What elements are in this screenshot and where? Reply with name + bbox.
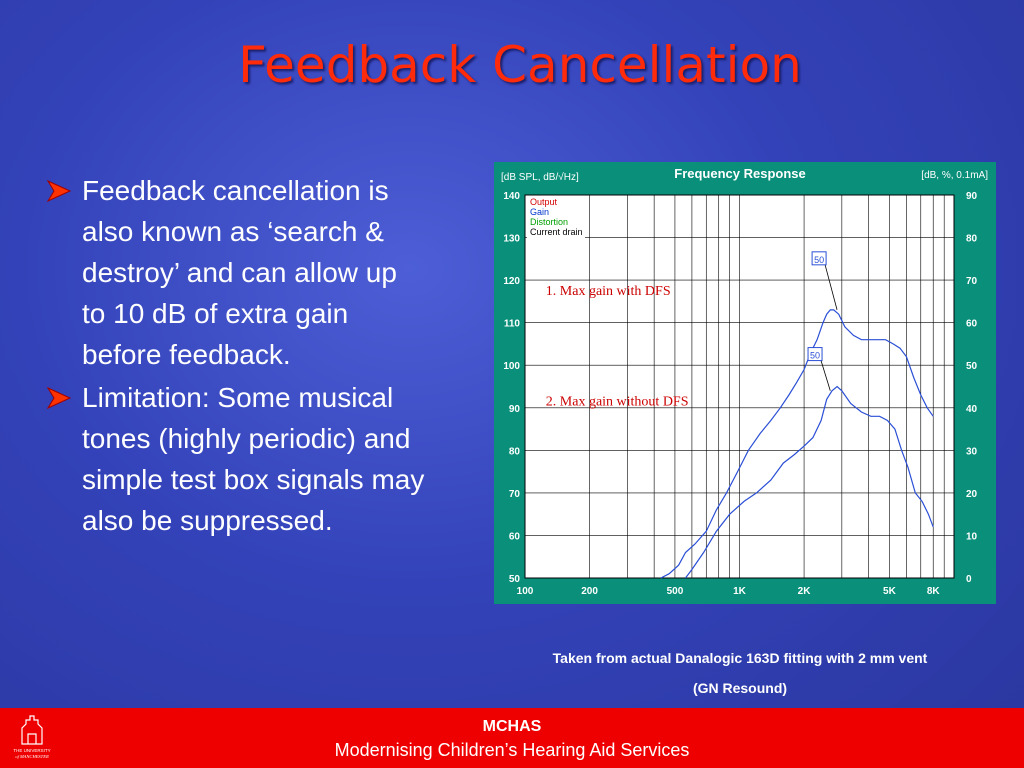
y-tick-label: 110 xyxy=(504,319,521,330)
y2-tick-label: 0 xyxy=(966,574,972,585)
y2-tick-label: 10 xyxy=(966,531,978,542)
svg-text:THE UNIVERSITY: THE UNIVERSITY xyxy=(13,748,50,753)
x-tick-label: 500 xyxy=(667,586,684,597)
y2-tick-label: 60 xyxy=(966,319,978,330)
bullet-list: Feedback cancellation is also known as ‘… xyxy=(46,170,426,543)
marker-leader-line xyxy=(820,360,831,391)
legend-entry: Gain xyxy=(530,207,549,217)
right-axis-label: [dB, %, 0.1mA] xyxy=(921,170,988,181)
arrow-bullet-icon xyxy=(46,179,72,203)
chart-svg: [dB SPL, dB/√Hz] Frequency Response [dB,… xyxy=(501,166,988,597)
arrow-bullet-icon xyxy=(46,386,72,410)
y-tick-label: 130 xyxy=(503,234,520,245)
svg-text:of MANCHESTER: of MANCHESTER xyxy=(15,754,49,759)
y-tick-label: 60 xyxy=(509,531,521,542)
y-tick-label: 70 xyxy=(509,489,521,500)
figure-caption: Taken from actual Danalogic 163D fitting… xyxy=(552,650,928,666)
x-tick-label: 100 xyxy=(517,586,534,597)
y2-tick-label: 90 xyxy=(966,191,978,202)
footer-title: MCHAS xyxy=(482,718,542,735)
x-tick-label: 2K xyxy=(798,586,812,597)
bullet-item: Limitation: Some musical tones (highly p… xyxy=(46,377,426,541)
legend-entry: Current drain xyxy=(530,227,583,237)
marker-box xyxy=(811,251,827,266)
x-tick-label: 1K xyxy=(733,586,747,597)
y-tick-label: 80 xyxy=(509,446,521,457)
frequency-response-chart: [dB SPL, dB/√Hz] Frequency Response [dB,… xyxy=(494,162,996,604)
left-axis-label: [dB SPL, dB/√Hz] xyxy=(501,171,579,183)
y2-tick-label: 50 xyxy=(966,361,978,372)
x-tick-label: 5K xyxy=(883,586,897,597)
y-tick-label: 140 xyxy=(503,191,520,202)
annotation-label: 2. Max gain without DFS xyxy=(546,395,689,410)
marker-leader-line xyxy=(824,264,838,311)
annotation-label: 1. Max gain with DFS xyxy=(546,284,671,299)
x-tick-label: 8K xyxy=(927,586,941,597)
y-tick-label: 50 xyxy=(509,574,521,585)
marker-box xyxy=(807,347,823,362)
legend-box xyxy=(527,196,585,238)
university-logo-icon: THE UNIVERSITY of MANCHESTER xyxy=(13,715,51,759)
footer-bar: THE UNIVERSITY of MANCHESTER MCHAS Moder… xyxy=(0,708,1024,768)
footer-subtitle: Modernising Children’s Hearing Aid Servi… xyxy=(334,740,690,760)
slide-title: Feedback Cancellation xyxy=(238,36,802,94)
chart-title: Frequency Response xyxy=(674,166,806,181)
y2-tick-label: 20 xyxy=(966,489,978,500)
bullet-text: Limitation: Some musical tones (highly p… xyxy=(82,382,425,536)
legend-entry: Output xyxy=(530,197,558,207)
y2-tick-label: 40 xyxy=(966,404,978,415)
y2-tick-label: 70 xyxy=(966,276,978,287)
bullet-text: Feedback cancellation is also known as ‘… xyxy=(82,175,397,370)
marker-label: 50 xyxy=(810,351,820,361)
y2-tick-label: 30 xyxy=(966,446,978,457)
y2-tick-label: 80 xyxy=(966,234,978,245)
x-tick-label: 200 xyxy=(581,586,598,597)
y-tick-label: 120 xyxy=(503,276,520,287)
series-line xyxy=(660,309,934,579)
series-line xyxy=(685,385,934,579)
marker-label: 50 xyxy=(814,255,824,265)
bullet-item: Feedback cancellation is also known as ‘… xyxy=(46,170,426,375)
legend-entry: Distortion xyxy=(530,217,568,227)
y-tick-label: 90 xyxy=(509,404,521,415)
y-tick-label: 100 xyxy=(503,361,520,372)
figure-caption-source: (GN Resound) xyxy=(692,680,788,696)
